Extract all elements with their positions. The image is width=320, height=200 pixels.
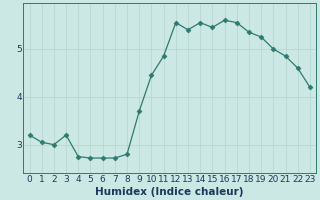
X-axis label: Humidex (Indice chaleur): Humidex (Indice chaleur): [95, 187, 244, 197]
